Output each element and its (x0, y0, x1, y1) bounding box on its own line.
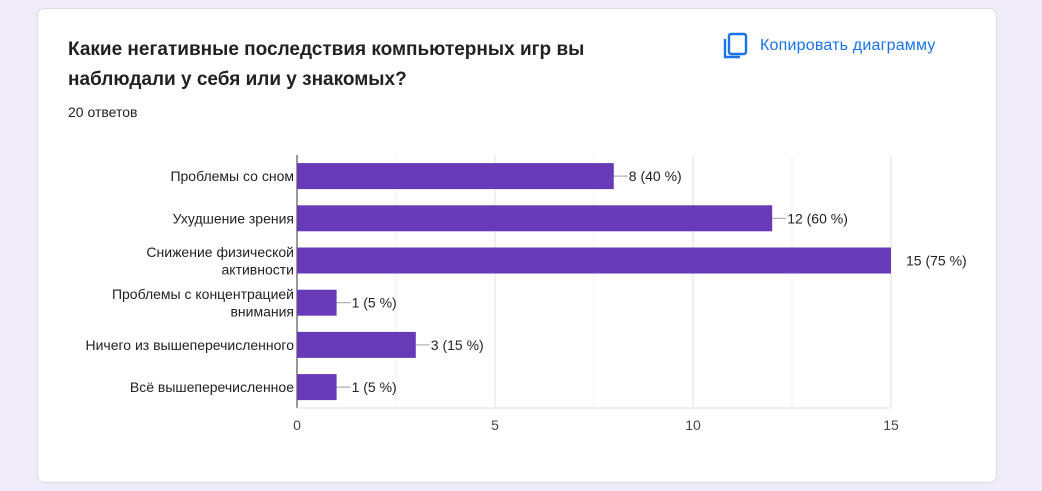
category-label: Ничего из вышеперечисленного (85, 337, 294, 353)
bar (297, 205, 773, 232)
category-label-line: активности (222, 261, 295, 277)
category-label-line: внимания (230, 303, 294, 319)
copy-chart-label: Копировать диаграмму (760, 37, 936, 54)
category-label-line: Ничего из вышеперечисленного (85, 337, 294, 353)
copy-icon (723, 32, 748, 59)
category-label-line: Всё вышеперечисленное (130, 379, 294, 395)
data-label: 1 (5 %) (352, 295, 397, 311)
category-label: Проблемы со сном (170, 168, 294, 184)
bar (297, 163, 614, 190)
category-label: Проблемы с концентрацией внимания (112, 286, 294, 320)
bar (297, 247, 891, 274)
copy-chart-button[interactable]: Копировать диаграмму (722, 31, 936, 61)
category-label-line: Снижение физической (146, 244, 294, 260)
data-label: 1 (5 %) (352, 379, 397, 395)
category-label-line: Проблемы с концентрацией (112, 286, 294, 302)
x-tick-label: 15 (883, 417, 899, 433)
category-label: Всё вышеперечисленное (130, 379, 294, 395)
x-tick-label: 5 (491, 417, 499, 433)
category-label-line: Ухудшение зрения (173, 210, 294, 226)
category-label: Ухудшение зрения (173, 210, 294, 226)
data-label: 3 (15 %) (431, 337, 484, 353)
x-tick-label: 10 (685, 417, 701, 433)
data-label: 8 (40 %) (629, 168, 682, 184)
category-label-line: Проблемы со сном (170, 168, 294, 184)
category-label: Снижение физической активности (146, 244, 294, 278)
bar (297, 331, 416, 358)
bar-chart: 0 5 10 15 Проблемы со сном 8 (40 %) Ухудшение … (85, 155, 967, 433)
bar (297, 289, 337, 316)
response-count: 20 ответов (68, 104, 138, 120)
x-tick-label: 0 (293, 417, 301, 433)
data-label: 15 (75 %) (906, 253, 967, 269)
question-title: Какие негативные последствия компьютерны… (68, 39, 585, 90)
chart-card: Какие негативные последствия компьютерны… (37, 8, 997, 483)
bar (297, 374, 337, 401)
data-label: 12 (60 %) (787, 210, 848, 226)
